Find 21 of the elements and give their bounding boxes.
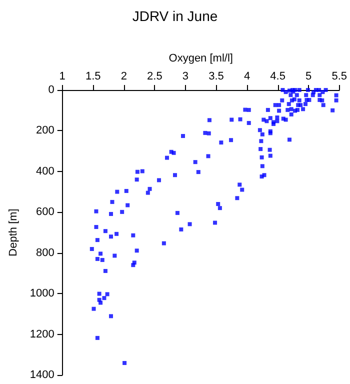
x-tick-label: 2 [120, 70, 127, 82]
x-tick-label: 5 [306, 70, 312, 82]
x-axis-title: Oxygen [ml/l] [168, 52, 233, 64]
x-tick-label: 5.5 [332, 70, 348, 82]
y-tick-label: 1200 [30, 328, 54, 340]
x-tick-label: 1 [59, 70, 66, 82]
x-tick-label: 1.5 [86, 70, 101, 82]
y-tick-label: 0 [48, 84, 54, 96]
y-tick-label: 600 [36, 206, 54, 218]
x-tick-label: 4.5 [270, 70, 286, 82]
y-tick-label: 1000 [30, 288, 54, 300]
x-tick-label: 4 [244, 70, 250, 82]
x-tick-label: 3.5 [208, 70, 224, 82]
y-tick-label: 400 [36, 165, 54, 178]
chart-title: JDRV in June [132, 8, 218, 24]
y-tick-label: 200 [36, 124, 54, 137]
x-tick-label: 3 [182, 70, 189, 82]
y-tick-label: 800 [36, 246, 54, 259]
y-axis-title: Depth [m] [8, 208, 20, 256]
y-tick-label: 1400 [30, 369, 54, 381]
x-tick-label: 2.5 [147, 70, 162, 82]
